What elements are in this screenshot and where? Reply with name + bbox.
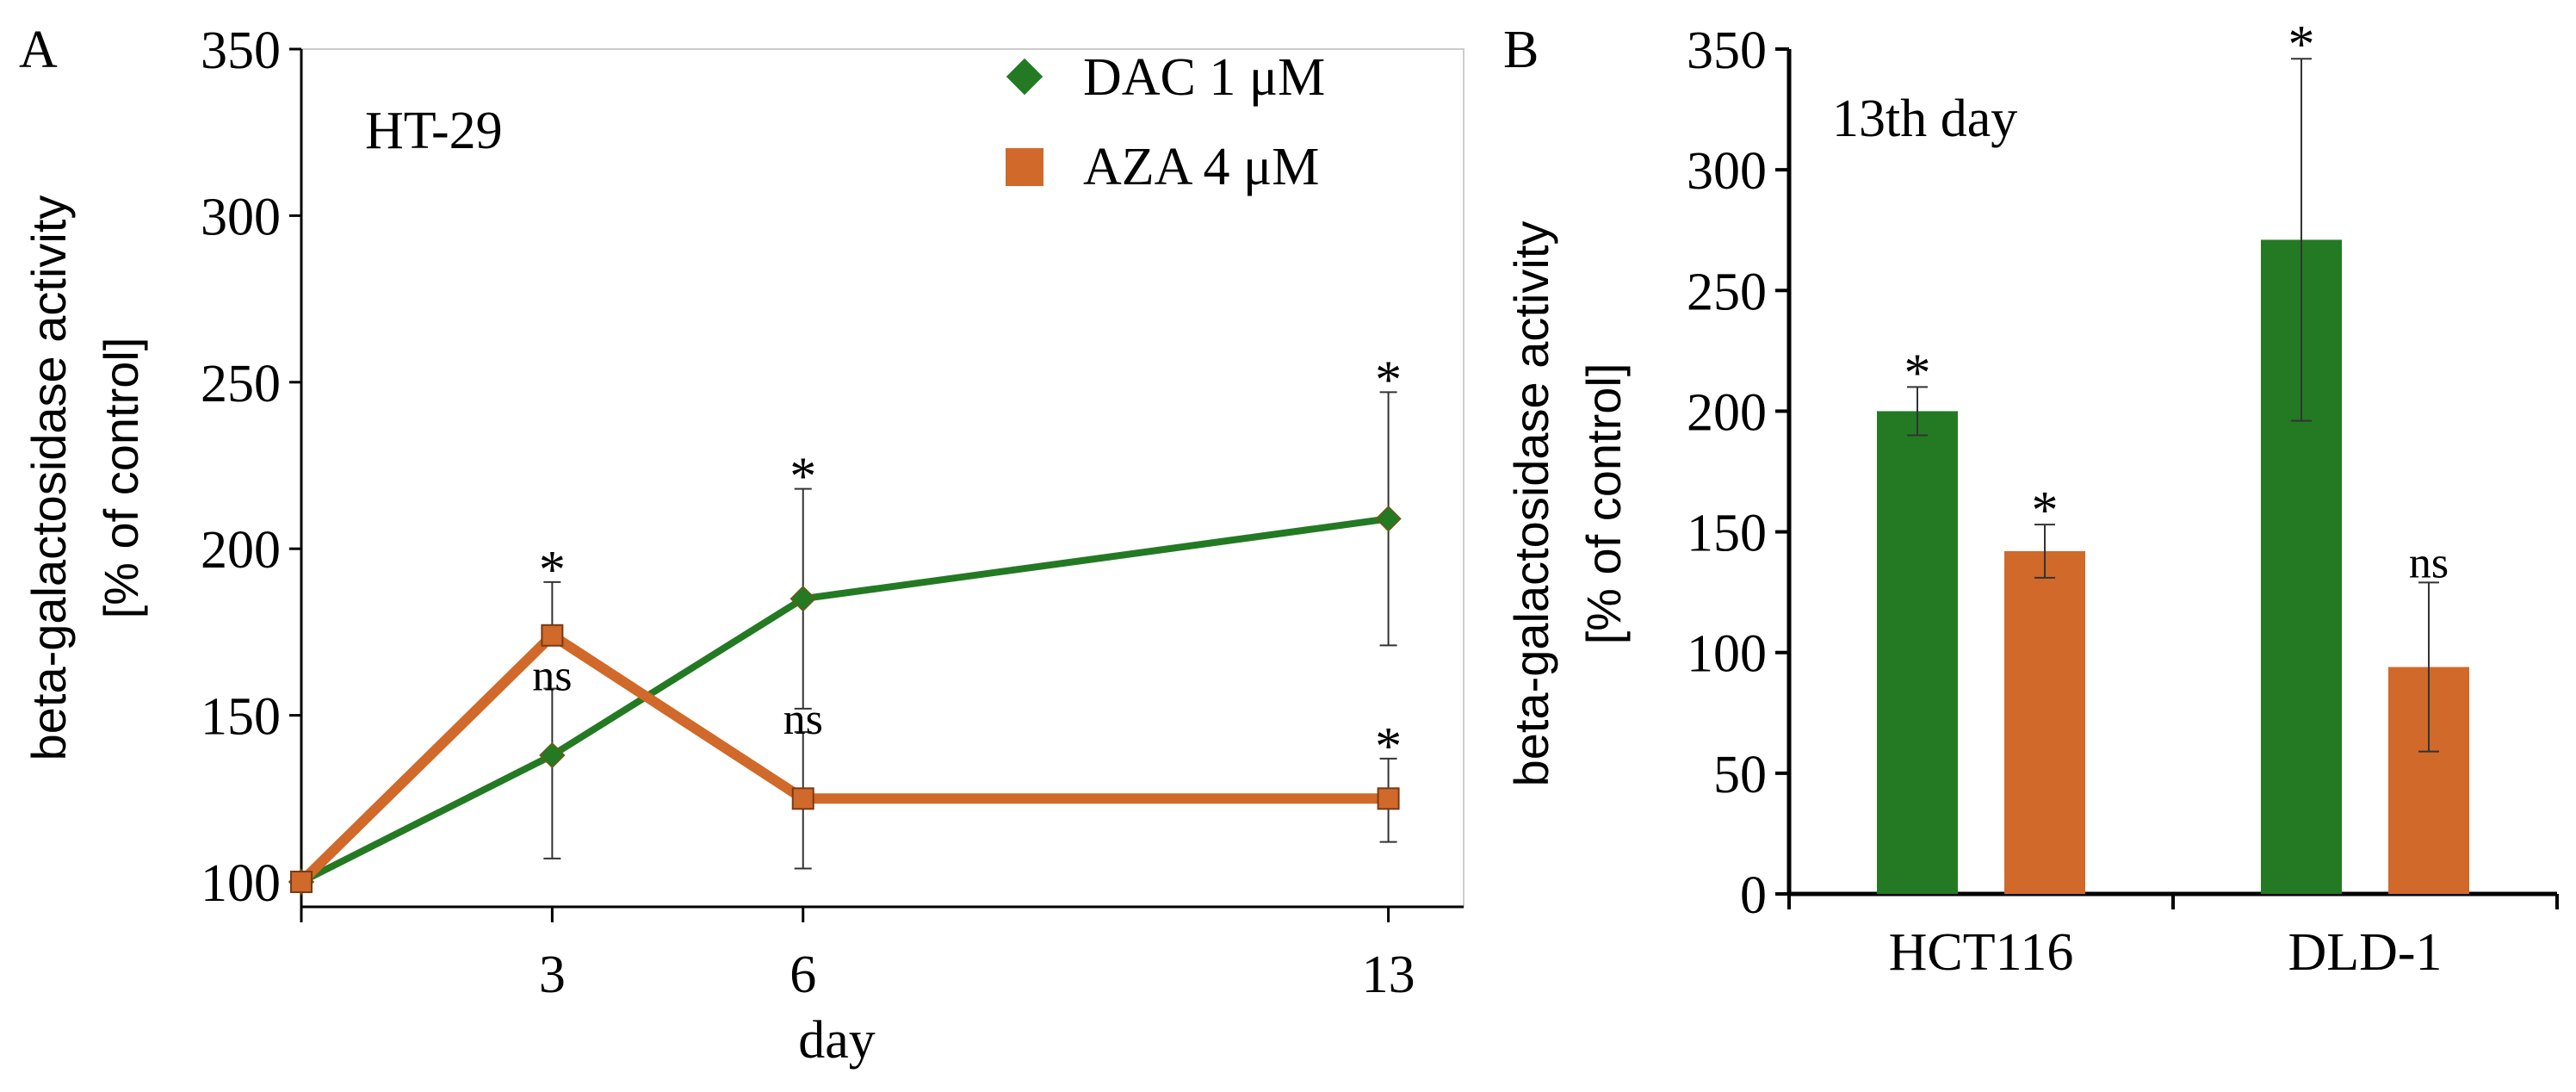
x-tick-label: 13: [1362, 946, 1415, 1004]
panel-a-y-axis-label-line1: beta-galactosidase activity: [22, 195, 76, 761]
significance-label: *: [1375, 717, 1402, 776]
y-tick-label: 150: [201, 688, 281, 747]
x-tick-label: 3: [539, 946, 566, 1004]
y-tick-label: 100: [201, 854, 281, 913]
significance-label: *: [2032, 481, 2059, 540]
y-tick-label: 300: [201, 188, 281, 246]
panel-a-series-label: HT-29: [365, 102, 503, 160]
aza-bar: [2004, 550, 2085, 894]
dac-bar: [1877, 411, 1958, 894]
y-tick-label: 0: [1740, 866, 1767, 925]
panel-b-series-label: 13th day: [1832, 90, 2017, 148]
x-category-label: HCT116: [1889, 923, 2074, 982]
x-tick-label: 6: [790, 946, 816, 1004]
panel-a-letter: A: [19, 21, 58, 79]
legend-aza-label: AZA 4 μM: [1083, 138, 1319, 196]
x-category-label: DLD-1: [2288, 923, 2442, 982]
significance-label: *: [539, 541, 566, 599]
y-tick-label: 300: [1687, 142, 1767, 201]
y-tick-label: 200: [1687, 383, 1767, 442]
panel-a-y-axis-label-line2: [% of control]: [94, 338, 148, 619]
panel-b-letter: B: [1503, 21, 1539, 79]
dac-point: [1375, 506, 1402, 532]
panel-b: B 13th day beta-galactosidase activity […: [1503, 16, 2559, 982]
y-tick-label: 250: [201, 355, 281, 413]
y-tick-label: 350: [201, 22, 281, 80]
y-tick-label: 100: [1687, 625, 1767, 684]
aza-point: [791, 787, 814, 810]
significance-label: *: [1375, 351, 1402, 409]
panel-a-legend: DAC 1 μM AZA 4 μM: [1006, 48, 1325, 196]
panel-a-x-axis-label: day: [798, 1011, 876, 1070]
legend-dac-marker: [1006, 58, 1043, 96]
aza-point: [541, 624, 564, 647]
significance-label: ns: [2409, 538, 2449, 587]
significance-label: ns: [532, 652, 572, 701]
panel-a-ticks: 100 150 200 250 300 350 3 6 13: [201, 22, 1415, 1004]
panel-b-ticks: 0 50 100 150 200 250 300 350 HCT116 DLD-1: [1687, 22, 2559, 982]
y-tick-label: 200: [201, 521, 281, 580]
y-tick-label: 250: [1687, 263, 1767, 321]
aza-point: [1377, 787, 1400, 810]
panel-a-data-marks: ns * * * ns *: [288, 351, 1402, 896]
panel-a: A HT-29 DAC 1 μM AZA 4 μM day beta-galac…: [19, 21, 1464, 1070]
dac-point: [790, 586, 816, 612]
significance-label: *: [790, 448, 816, 506]
aza-series-line: [297, 630, 1389, 886]
y-tick-label: 150: [1687, 505, 1767, 563]
dac-point: [539, 741, 566, 769]
panel-b-y-axis-label-line1: beta-galactosidase activity: [1504, 221, 1558, 787]
panel-b-y-axis-label-line2: [% of control]: [1576, 363, 1631, 645]
legend-dac-label: DAC 1 μM: [1083, 48, 1325, 107]
y-tick-label: 350: [1687, 22, 1767, 80]
significance-label: *: [1904, 344, 1931, 402]
significance-label: *: [2288, 16, 2315, 74]
y-tick-label: 50: [1713, 746, 1767, 804]
legend-aza-marker: [1006, 148, 1043, 186]
dac-series-line: [300, 515, 1390, 885]
significance-label: ns: [783, 695, 823, 744]
aza-point: [290, 871, 313, 893]
panel-b-data-marks: * * * ns: [1877, 16, 2469, 894]
